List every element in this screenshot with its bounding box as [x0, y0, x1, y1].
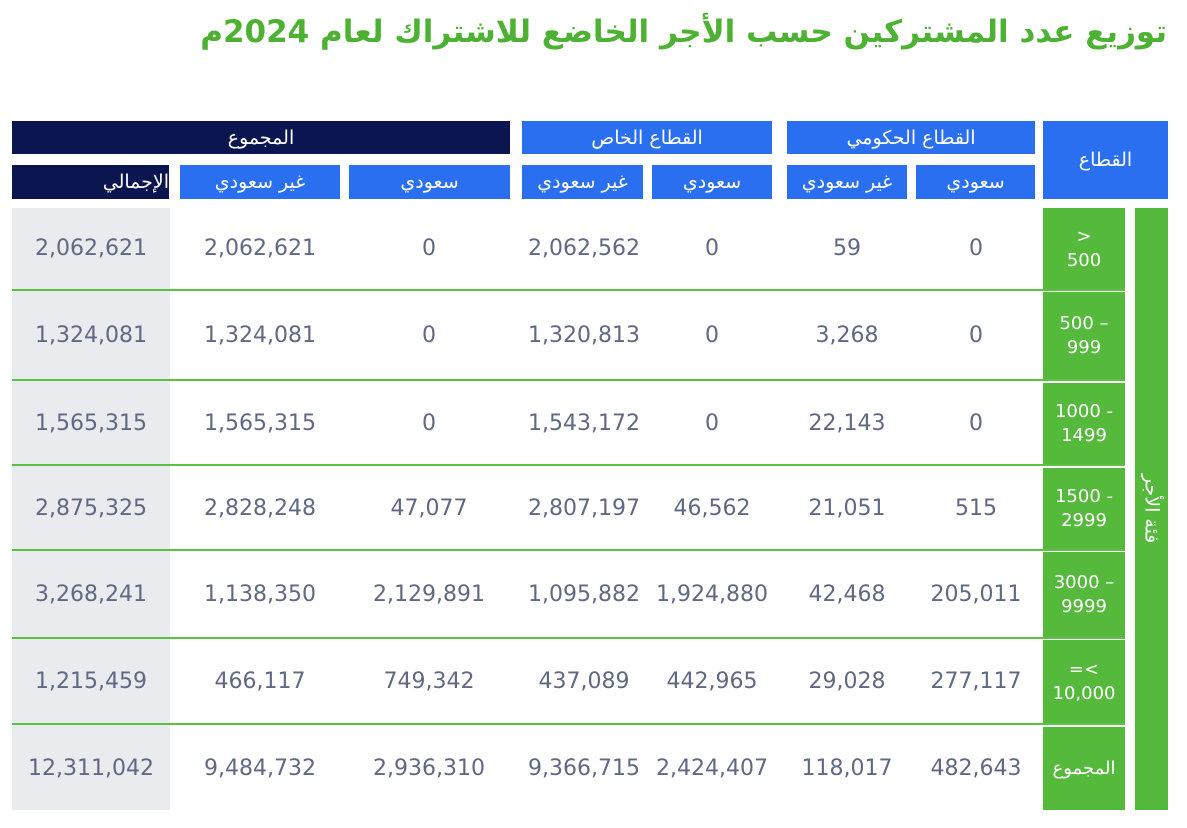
table-cell-priv-saudi: 2,424,407: [656, 756, 768, 781]
table-cell-priv-saudi: 46,562: [673, 496, 751, 521]
table-cell-tot-non: 9,484,732: [204, 756, 316, 781]
wage-row-label: > 500: [1043, 208, 1125, 289]
row-separator: [12, 549, 1125, 551]
table-cell-priv-saudi: 0: [705, 411, 719, 436]
header-total-non-saudi: غير سعودي: [180, 165, 340, 199]
table-cell-gov-saudi: 0: [969, 236, 983, 261]
wage-row-label: =< 10,000: [1043, 640, 1125, 723]
page-title: توزيع عدد المشتركين حسب الأجر الخاضع للا…: [200, 14, 1167, 50]
table-cell-tot-non: 466,117: [214, 669, 306, 694]
table-cell-tot-saudi: 749,342: [383, 669, 475, 694]
table-cell-gov-saudi: 515: [955, 496, 997, 521]
table-cell-priv-non: 1,543,172: [528, 411, 640, 436]
table-cell-tot-saudi: 47,077: [390, 496, 468, 521]
header-gov-non-saudi: غير سعودي: [787, 165, 907, 199]
table-cell-total: 1,565,315: [35, 411, 147, 436]
wage-category-strip: [1135, 208, 1168, 810]
wage-row-label: 1500 - 2999: [1043, 468, 1125, 549]
table-cell-tot-non: 1,138,350: [204, 582, 316, 607]
table-cell-tot-saudi: 2,129,891: [373, 582, 485, 607]
header-total-group: المجموع: [12, 121, 510, 154]
total-column-background: [12, 208, 170, 810]
table-cell-priv-non: 2,062,562: [528, 236, 640, 261]
table-cell-total: 1,324,081: [35, 323, 147, 348]
table-cell-priv-non: 1,095,882: [528, 582, 640, 607]
row-separator: [12, 379, 1125, 381]
table-cell-gov-non: 118,017: [801, 756, 893, 781]
table-cell-priv-saudi: 1,924,880: [656, 582, 768, 607]
table-cell-priv-non: 2,807,197: [528, 496, 640, 521]
table-cell-total: 3,268,241: [35, 582, 147, 607]
table-cell-priv-non: 9,366,715: [528, 756, 640, 781]
table-cell-gov-non: 22,143: [808, 411, 886, 436]
table-cell-gov-saudi: 277,117: [930, 669, 1022, 694]
table-cell-tot-non: 2,062,621: [204, 236, 316, 261]
header-private-sector: القطاع الخاص: [522, 121, 772, 154]
header-grand-total: الإجمالي: [12, 165, 169, 199]
wage-row-label: 3000 – 9999: [1043, 552, 1125, 637]
header-priv-non-saudi: غير سعودي: [522, 165, 643, 199]
table-cell-tot-saudi: 0: [422, 236, 436, 261]
header-sector: القطاع: [1043, 121, 1168, 199]
row-separator: [12, 289, 1125, 291]
table-cell-total: 2,062,621: [35, 236, 147, 261]
table-cell-gov-non: 59: [833, 236, 861, 261]
row-separator: [12, 464, 1125, 466]
table-cell-total: 2,875,325: [35, 496, 147, 521]
table-cell-gov-non: 3,268: [815, 323, 879, 348]
wage-row-label: 500 – 999: [1043, 292, 1125, 379]
row-separator: [12, 637, 1125, 639]
table-cell-tot-non: 1,324,081: [204, 323, 316, 348]
table-cell-priv-non: 437,089: [538, 669, 630, 694]
table-cell-tot-non: 1,565,315: [204, 411, 316, 436]
header-gov-saudi: سعودي: [916, 165, 1035, 199]
table-cell-priv-non: 1,320,813: [528, 323, 640, 348]
table-cell-priv-saudi: 442,965: [666, 669, 758, 694]
table-cell-gov-non: 29,028: [808, 669, 886, 694]
table-cell-gov-saudi: 0: [969, 323, 983, 348]
header-priv-saudi: سعودي: [652, 165, 772, 199]
header-total-saudi: سعودي: [349, 165, 510, 199]
table-cell-gov-non: 42,468: [808, 582, 886, 607]
table-cell-gov-non: 21,051: [808, 496, 886, 521]
table-cell-tot-saudi: 0: [422, 411, 436, 436]
table-cell-gov-saudi: 0: [969, 411, 983, 436]
table-cell-total: 12,311,042: [28, 756, 154, 781]
table-cell-gov-saudi: 205,011: [930, 582, 1022, 607]
table-cell-total: 1,215,459: [35, 669, 147, 694]
header-government-sector: القطاع الحكومي: [787, 121, 1035, 154]
wage-row-label: 1000 - 1499: [1043, 383, 1125, 464]
table-cell-tot-non: 2,828,248: [204, 496, 316, 521]
table-cell-tot-saudi: 0: [422, 323, 436, 348]
table-cell-priv-saudi: 0: [705, 323, 719, 348]
table-cell-tot-saudi: 2,936,310: [373, 756, 485, 781]
table-cell-priv-saudi: 0: [705, 236, 719, 261]
table-cell-gov-saudi: 482,643: [930, 756, 1022, 781]
row-separator: [12, 723, 1125, 725]
wage-category-label: فئة الأجر: [1140, 474, 1163, 544]
wage-row-label: المجموع: [1043, 727, 1125, 810]
